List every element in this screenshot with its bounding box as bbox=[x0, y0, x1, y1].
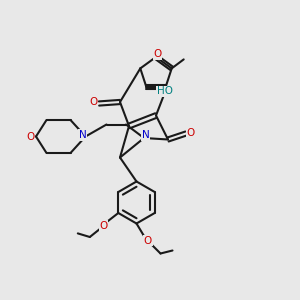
Text: N: N bbox=[79, 130, 86, 140]
Text: O: O bbox=[89, 97, 98, 107]
Text: HO: HO bbox=[157, 86, 173, 97]
Text: O: O bbox=[144, 236, 152, 246]
Text: O: O bbox=[99, 221, 107, 231]
Text: O: O bbox=[186, 128, 195, 139]
Text: O: O bbox=[153, 49, 162, 59]
Text: O: O bbox=[26, 131, 35, 142]
Text: N: N bbox=[142, 130, 149, 140]
